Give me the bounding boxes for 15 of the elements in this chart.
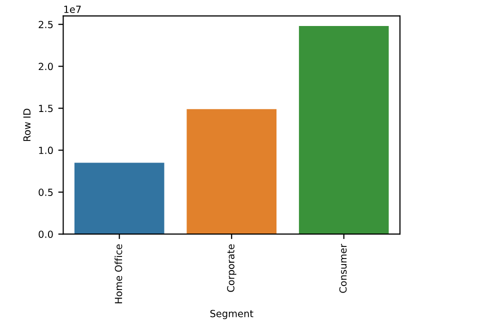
y-tick-label: 0.0 bbox=[38, 230, 53, 238]
y-tick-label: 1.0 bbox=[39, 146, 53, 154]
x-tick-label: Corporate bbox=[227, 244, 236, 292]
bar bbox=[186, 109, 276, 234]
y-axis-title: Row ID bbox=[23, 108, 31, 141]
text: 1e7 bbox=[64, 6, 81, 14]
y-tick-label: 2.5 bbox=[38, 20, 53, 28]
bar bbox=[298, 26, 389, 234]
y-tick-label: 2.0 bbox=[38, 62, 53, 70]
x-axis-title: Segment bbox=[210, 310, 254, 320]
x-tick-label: Consumer bbox=[339, 244, 347, 293]
bar bbox=[74, 162, 164, 234]
x-tick-label: Home Office bbox=[114, 244, 122, 304]
y-tick-label: 1.5 bbox=[39, 104, 53, 112]
y-tick-label: 0.5 bbox=[38, 188, 53, 196]
